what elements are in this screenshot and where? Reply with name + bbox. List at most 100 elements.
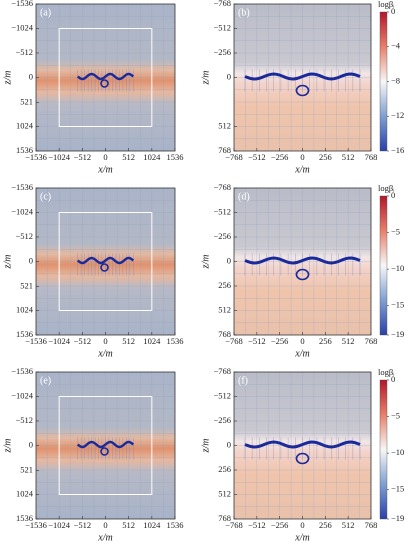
anomaly: [295, 268, 310, 281]
x-tick-label: 1024: [143, 152, 161, 162]
y-tick-label: 0: [227, 71, 231, 81]
refinement-box: [58, 28, 153, 127]
y-axis-label: z/m: [200, 255, 211, 270]
colorbar-title: logβᵢ: [378, 367, 395, 377]
y-tick-label: −1024: [11, 206, 34, 216]
y-tick-label: −1024: [11, 22, 34, 32]
y-axis-label: z/m: [200, 71, 211, 86]
interface: [76, 72, 135, 81]
y-tick-label: 512: [218, 120, 231, 130]
x-tick-label: −768: [225, 336, 243, 346]
y-tick-label: −256: [213, 231, 231, 241]
y-axis-label: z/m: [200, 439, 211, 454]
colorbar-tick-label: −12: [391, 110, 404, 120]
x-tick-label: 512: [342, 336, 355, 346]
y-tick-label: 512: [218, 488, 231, 498]
anomaly: [295, 84, 310, 97]
y-tick-label: 768: [218, 329, 231, 339]
x-tick-label: 0: [300, 152, 304, 162]
x-tick-label: −768: [225, 152, 243, 162]
colorbar-tick-label: 0: [391, 190, 395, 200]
x-tick-label: 256: [319, 520, 332, 530]
x-tick-label: −256: [271, 520, 289, 530]
y-tick-label: 521: [20, 96, 33, 106]
x-tick-label: −1024: [48, 152, 71, 162]
y-tick-label: 256: [218, 280, 231, 290]
x-tick-label: −768: [225, 520, 243, 530]
x-axis-label: x/m: [294, 348, 309, 359]
x-tick-label: −512: [74, 336, 92, 346]
colorbar-tick-label: −4: [391, 41, 401, 51]
colorbar-tick-label: −10: [391, 263, 404, 273]
x-axis-label: x/m: [97, 348, 112, 359]
x-tick-label: 1536: [167, 336, 184, 346]
anomaly: [100, 447, 109, 456]
y-tick-label: 256: [218, 464, 231, 474]
x-tick-label: 0: [103, 520, 107, 530]
x-tick-label: 1536: [167, 520, 184, 530]
anomaly: [100, 79, 109, 88]
x-axis-label: x/m: [97, 164, 112, 175]
y-tick-label: 0: [227, 255, 231, 265]
x-tick-label: 1024: [143, 336, 161, 346]
y-tick-label: −512: [15, 415, 33, 425]
x-tick-label: 768: [365, 520, 378, 530]
y-tick-label: 1536: [16, 513, 33, 523]
x-tick-label: 1536: [167, 152, 184, 162]
x-tick-label: −1536: [25, 520, 47, 530]
x-tick-label: 512: [122, 336, 135, 346]
x-tick-label: −256: [271, 152, 289, 162]
colorbar-tick-label: −19: [391, 513, 404, 523]
colorbar-tick-label: −10: [391, 447, 404, 457]
anomaly: [295, 452, 310, 465]
x-tick-label: −512: [248, 152, 266, 162]
panel-label: (c): [40, 191, 51, 202]
y-tick-label: −1536: [11, 366, 33, 376]
colorbar-tick-label: 0: [391, 6, 395, 16]
y-tick-label: −1536: [11, 182, 33, 192]
x-tick-label: 512: [122, 152, 135, 162]
x-axis-label: x/m: [97, 532, 112, 543]
y-tick-label: −256: [213, 47, 231, 57]
y-tick-label: −1024: [11, 390, 34, 400]
x-tick-label: −1024: [48, 336, 71, 346]
y-tick-label: −768: [213, 182, 231, 192]
panel-label: (f): [238, 375, 248, 386]
y-tick-label: 521: [20, 280, 33, 290]
refinement-box: [58, 212, 153, 311]
colorbar-tick-label: 0: [391, 374, 395, 384]
x-tick-label: −512: [248, 336, 266, 346]
x-tick-label: 0: [300, 520, 304, 530]
x-tick-label: −1536: [25, 336, 47, 346]
x-axis-label: x/m: [294, 164, 309, 175]
y-tick-label: 521: [20, 464, 33, 474]
y-tick-label: 0: [227, 439, 231, 449]
colorbar-tick-label: −15: [391, 300, 404, 310]
panel-label: (b): [238, 7, 250, 18]
x-tick-label: −1536: [25, 152, 47, 162]
y-tick-label: −512: [15, 47, 33, 57]
y-tick-label: 512: [218, 304, 231, 314]
y-tick-label: −1536: [11, 0, 33, 8]
colorbar-title: logβᵢ: [378, 183, 395, 193]
y-tick-label: 1536: [16, 145, 33, 155]
colorbar-tick-label: −5: [391, 227, 400, 237]
y-tick-label: 1024: [16, 120, 34, 130]
x-tick-label: −1024: [48, 520, 71, 530]
y-tick-label: 0: [29, 71, 33, 81]
x-tick-label: 1024: [143, 520, 161, 530]
anomaly: [100, 263, 109, 272]
colorbar-tick-label: −16: [391, 145, 404, 155]
y-tick-label: −768: [213, 0, 231, 8]
y-tick-label: −768: [213, 366, 231, 376]
x-tick-label: 512: [122, 520, 135, 530]
interface: [244, 440, 361, 449]
panel-label: (e): [40, 375, 51, 386]
y-tick-label: −512: [213, 206, 231, 216]
y-axis-label: z/m: [2, 71, 13, 86]
refinement-box: [58, 396, 153, 495]
x-tick-label: 512: [342, 152, 355, 162]
interface: [244, 72, 361, 81]
y-tick-label: 1024: [16, 488, 34, 498]
